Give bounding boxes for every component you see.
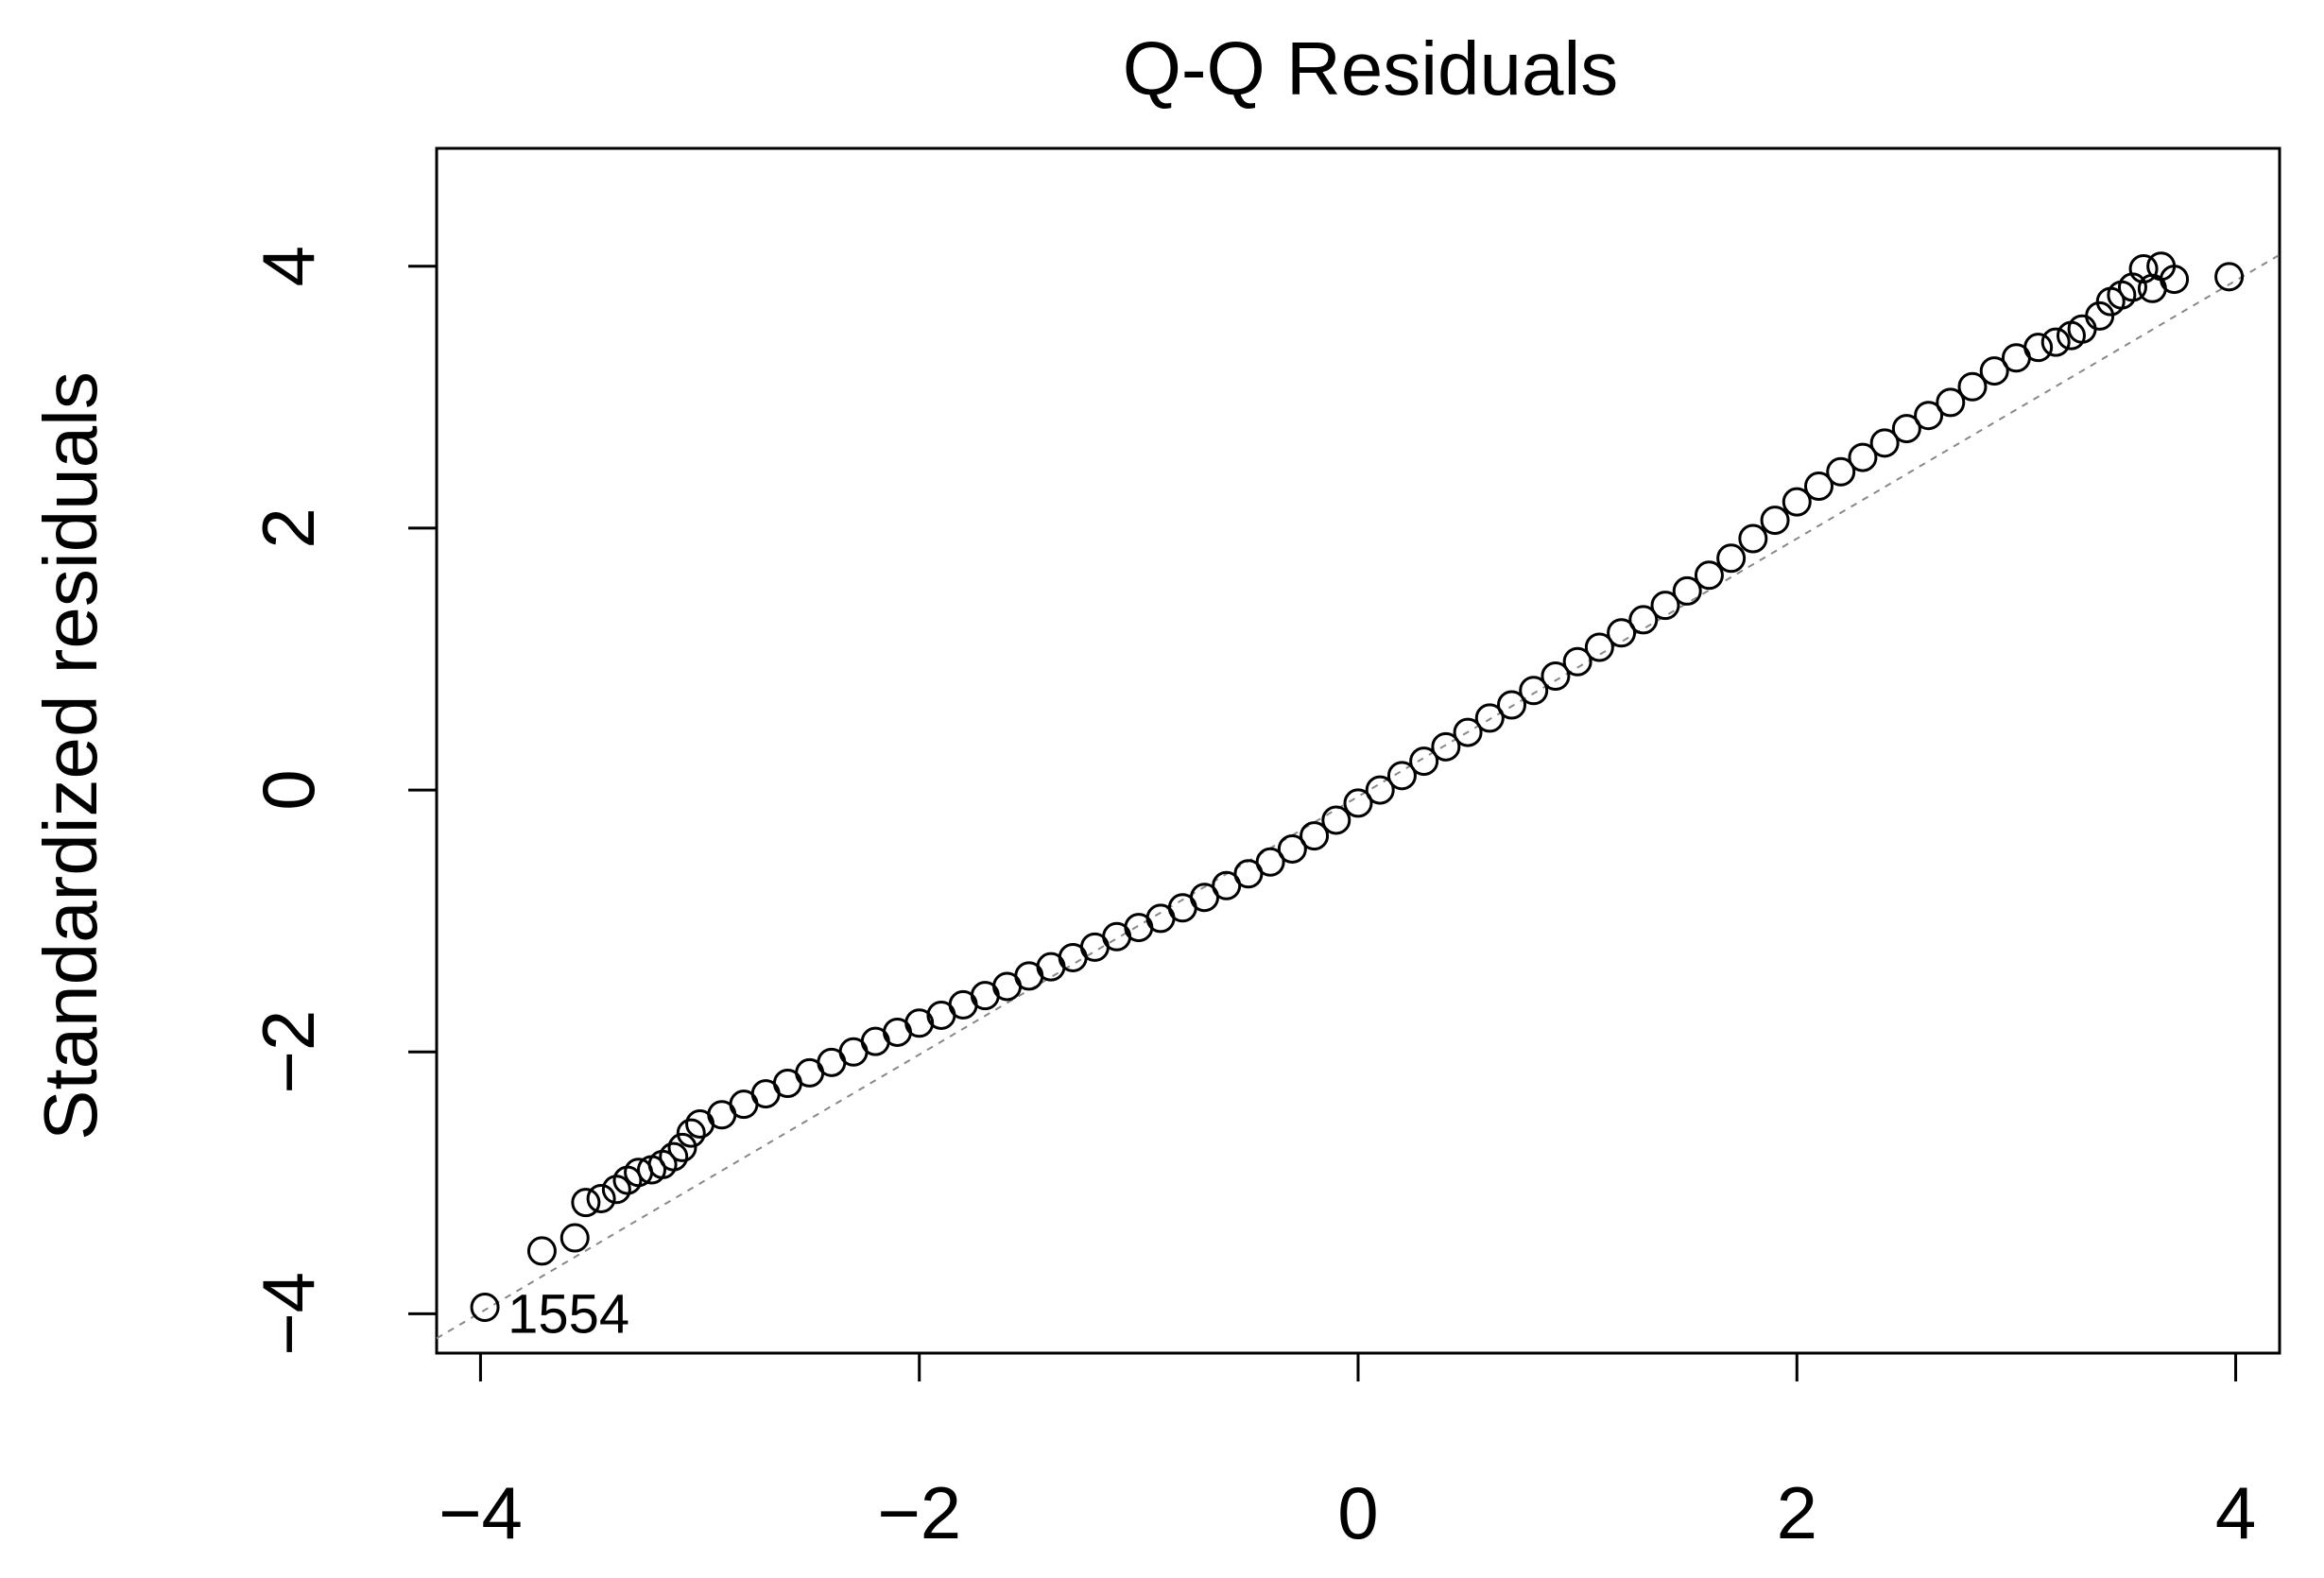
data-point xyxy=(1760,506,1790,536)
data-point xyxy=(1386,761,1417,791)
data-point xyxy=(659,1141,689,1172)
data-point xyxy=(1672,575,1702,606)
data-point xyxy=(667,1132,697,1162)
reference-line-group xyxy=(436,253,2281,1340)
y-axis-label: Standardized residuals xyxy=(28,371,112,1141)
data-point xyxy=(1277,833,1307,864)
point-annotation: 1554 xyxy=(508,1283,629,1345)
data-point xyxy=(1979,356,2009,386)
data-point xyxy=(1255,847,1285,877)
annotations: 1554 xyxy=(508,1283,629,1345)
data-point xyxy=(1343,788,1373,818)
data-points xyxy=(470,251,2245,1322)
y-tick-label: 0 xyxy=(247,769,330,810)
data-point xyxy=(571,1188,601,1218)
plot-area-frame xyxy=(435,146,2281,1355)
data-point xyxy=(1321,805,1351,835)
data-point xyxy=(1891,414,1921,444)
x-tick-label: 2 xyxy=(1777,1471,1817,1554)
x-tick-label: −2 xyxy=(877,1471,961,1554)
data-point xyxy=(1804,472,1833,502)
data-point xyxy=(470,1292,500,1322)
data-point xyxy=(1212,870,1242,900)
data-point xyxy=(1914,401,1944,431)
y-tick-label: 2 xyxy=(247,507,330,548)
data-point xyxy=(1519,676,1549,706)
data-point xyxy=(1453,717,1483,747)
y-tick-label: −2 xyxy=(247,1010,330,1094)
data-point xyxy=(1541,661,1571,692)
x-tick-label: 4 xyxy=(2215,1471,2256,1554)
data-point xyxy=(2214,262,2245,292)
data-point xyxy=(1474,703,1505,733)
x-tick-label: 0 xyxy=(1337,1471,1378,1554)
data-point xyxy=(2040,327,2071,357)
data-point xyxy=(904,1008,935,1038)
data-point xyxy=(1738,523,1768,554)
data-point xyxy=(1584,632,1614,662)
data-point xyxy=(1628,605,1659,635)
data-point xyxy=(1497,690,1526,720)
x-axis: −4 −2 0 2 4 xyxy=(439,1351,2256,1554)
data-point xyxy=(1716,543,1747,574)
data-point xyxy=(601,1175,631,1205)
data-point xyxy=(1300,821,1330,851)
data-point xyxy=(1409,746,1439,777)
data-point xyxy=(1869,428,1900,458)
data-point xyxy=(1936,387,1966,418)
data-point xyxy=(2023,333,2054,363)
data-point xyxy=(1365,775,1395,805)
chart-title: Q-Q Residuals xyxy=(1123,26,1619,111)
data-point xyxy=(1431,731,1461,762)
data-point xyxy=(1650,591,1680,621)
data-point xyxy=(2128,254,2159,283)
y-axis: −4 −2 0 2 4 xyxy=(247,246,439,1356)
data-point xyxy=(1957,371,1988,402)
data-point xyxy=(1694,560,1724,591)
data-point xyxy=(1190,883,1219,913)
data-point xyxy=(586,1183,616,1213)
y-tick-label: −4 xyxy=(247,1272,330,1356)
x-tick-label: −4 xyxy=(439,1471,523,1554)
data-point xyxy=(1782,487,1812,517)
data-point xyxy=(1826,456,1856,487)
data-point xyxy=(2160,265,2190,295)
data-point xyxy=(1607,618,1637,648)
data-point xyxy=(1848,442,1878,472)
data-point xyxy=(1233,859,1264,889)
y-tick-label: 4 xyxy=(247,246,330,286)
reference-line xyxy=(436,253,2281,1340)
data-point xyxy=(559,1223,590,1253)
data-point xyxy=(526,1236,557,1266)
data-point xyxy=(676,1118,706,1148)
data-point xyxy=(1562,646,1592,677)
